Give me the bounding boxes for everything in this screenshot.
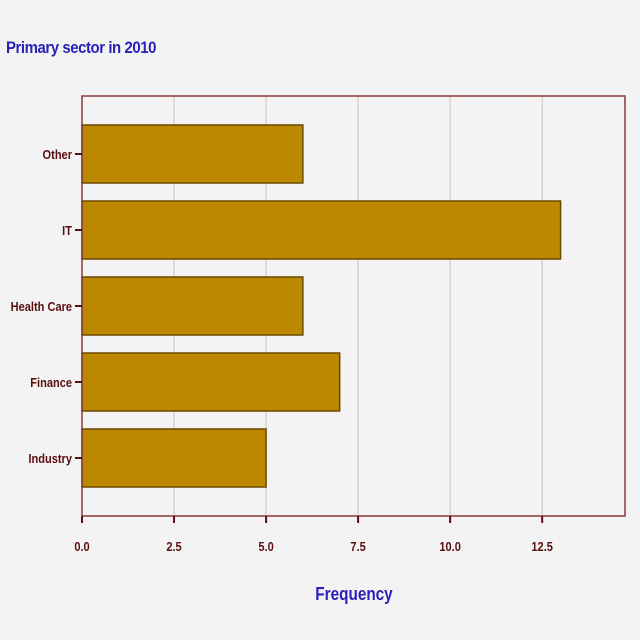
bar-industry: [81, 428, 267, 488]
bar-finance: [81, 352, 341, 412]
x-tick-label-1: 2.5: [166, 539, 182, 554]
y-tick-label-it: IT: [62, 223, 72, 238]
chart-title: Primary sector in 2010: [6, 38, 156, 57]
x-tick-label-4: 10.0: [439, 539, 461, 554]
bars: [81, 124, 562, 488]
x-axis: 0.0 2.5 5.0 7.5 10.0 12.5: [74, 516, 553, 554]
x-axis-label: Frequency: [315, 584, 393, 604]
bar-health-care: [81, 276, 304, 336]
bar-it: [81, 200, 562, 260]
y-axis: Other IT Health Care Finance Industry: [11, 147, 82, 466]
x-tick-label-5: 12.5: [531, 539, 553, 554]
y-tick-label-industry: Industry: [28, 451, 72, 466]
y-tick-label-other: Other: [43, 147, 73, 162]
x-tick-label-2: 5.0: [258, 539, 274, 554]
x-tick-label-0: 0.0: [74, 539, 90, 554]
bar-other: [81, 124, 304, 184]
y-tick-label-health-care: Health Care: [11, 299, 73, 314]
x-tick-label-3: 7.5: [350, 539, 366, 554]
y-tick-label-finance: Finance: [30, 375, 72, 390]
